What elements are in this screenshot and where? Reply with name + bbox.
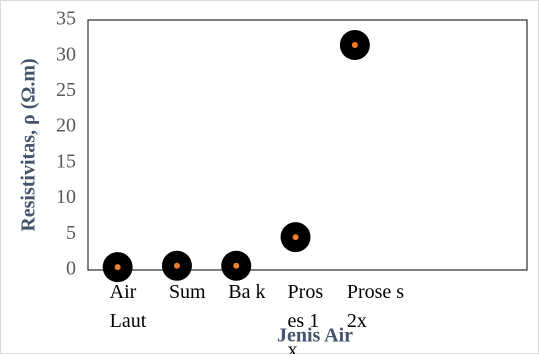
x-tick-label: Sum	[168, 281, 206, 303]
x-tick-label: Prose s 2x	[346, 281, 405, 332]
y-tick-label: 30	[56, 43, 76, 65]
plot-area	[87, 19, 528, 271]
y-tick-label: 20	[56, 115, 76, 137]
y-tick-label: 10	[56, 186, 76, 208]
y-tick-label: 5	[66, 222, 76, 244]
y-tick-label: 35	[56, 8, 76, 30]
x-axis-title: Jenis Air	[277, 325, 353, 347]
point-center	[173, 262, 180, 269]
point-center	[351, 42, 358, 48]
point-center	[114, 264, 121, 271]
y-axis-title: Resistivitas, ρ (Ω.m)	[18, 58, 40, 231]
x-tick-label: Ba k	[228, 281, 266, 303]
y-tick-label: 0	[66, 258, 76, 280]
x-tick-label: Pros es 1x	[287, 281, 324, 354]
y-tick-label: 15	[56, 150, 76, 172]
x-tick-label: Air Laut	[109, 281, 147, 332]
point-center	[233, 262, 240, 269]
y-tick-label: 25	[56, 79, 76, 101]
point-center	[292, 234, 299, 241]
